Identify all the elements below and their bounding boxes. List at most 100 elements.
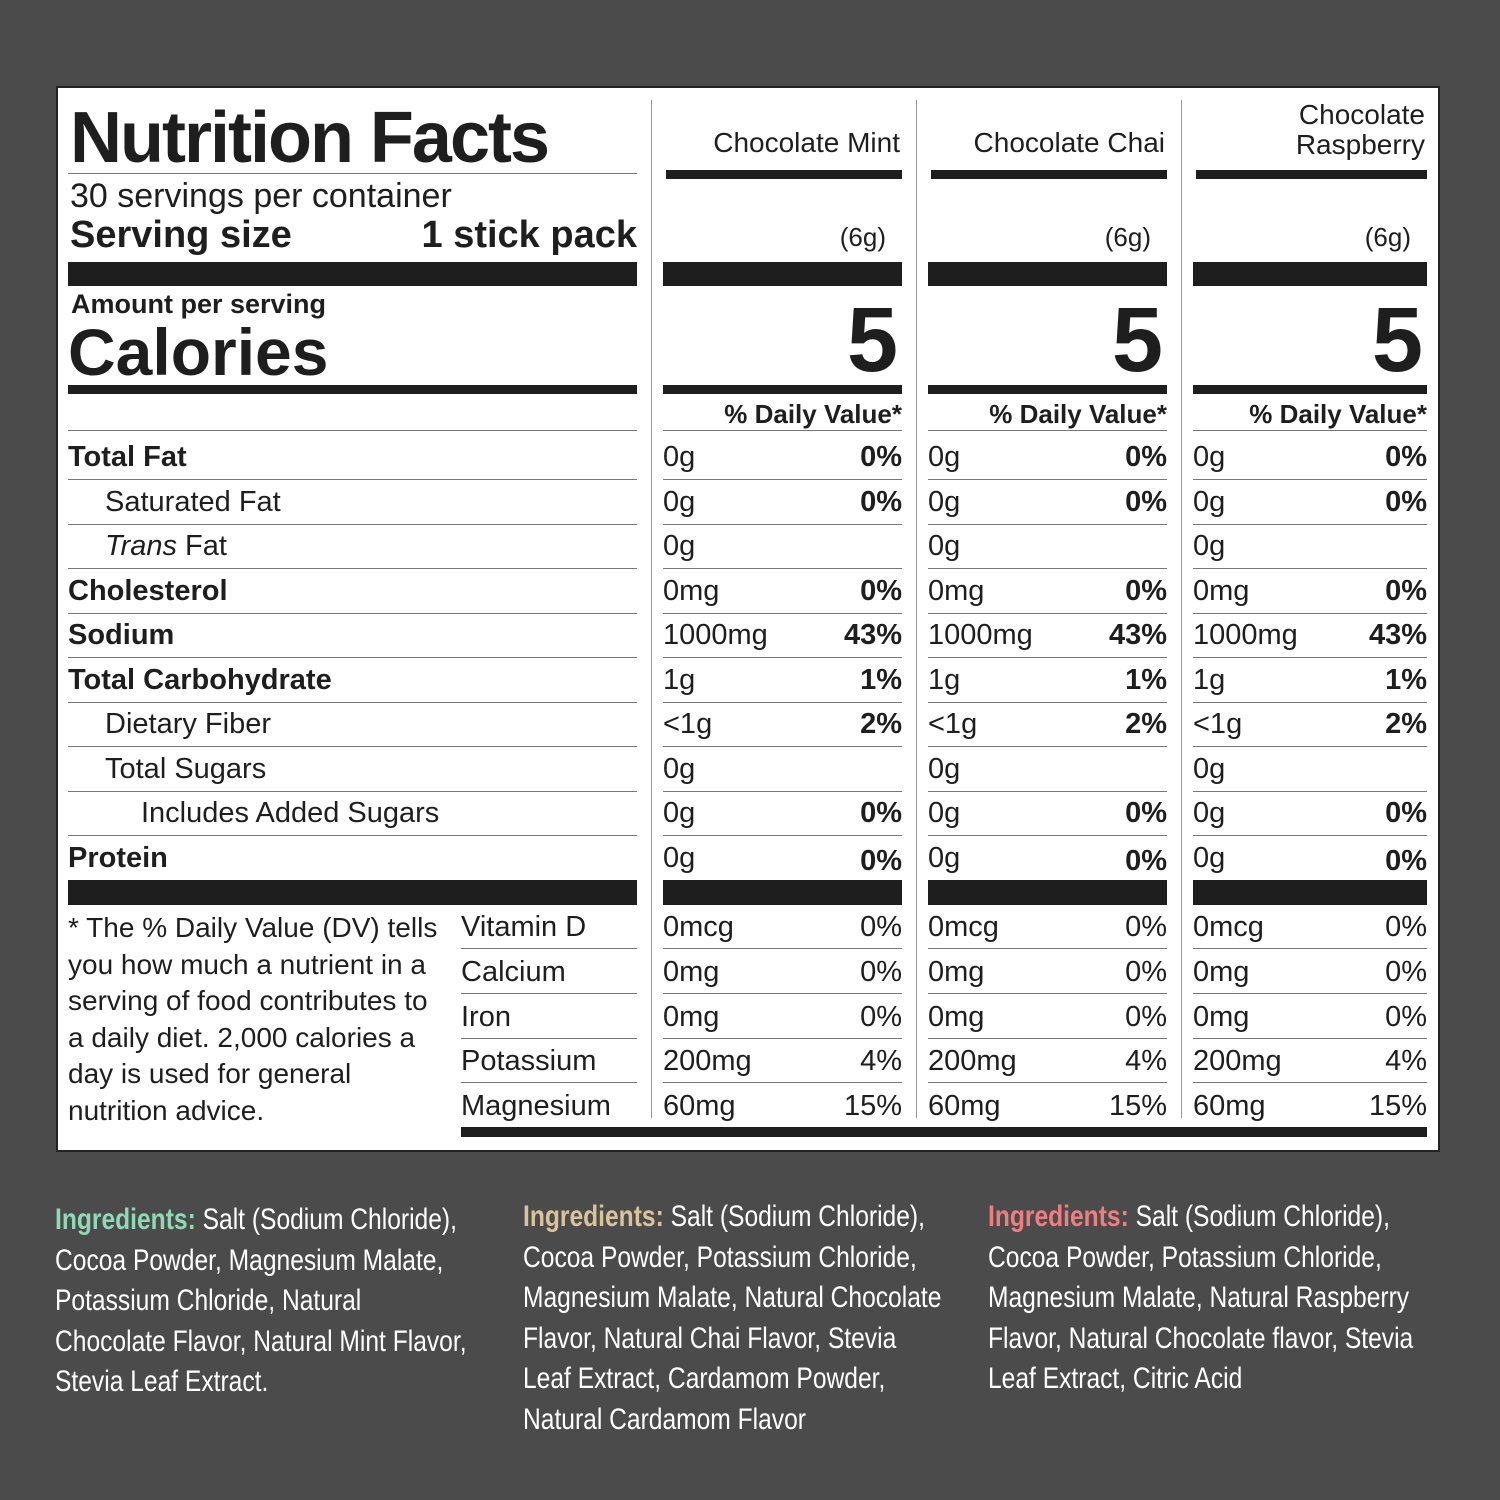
- row-divider: [1193, 701, 1427, 703]
- row-divider: [663, 746, 902, 747]
- nutrient-label: Total Sugars: [105, 752, 267, 785]
- nutrient-amount: 0mg: [928, 574, 985, 607]
- flavor-divider: [931, 170, 1167, 179]
- flavor-divider: [666, 170, 902, 179]
- row-divider: [928, 790, 1167, 792]
- daily-value-header: % Daily Value*: [724, 399, 902, 429]
- vitamin-amount: 0mg: [928, 1000, 985, 1033]
- row-divider: [663, 790, 902, 792]
- row-divider: [928, 1037, 1167, 1039]
- ingredients-text: Salt (Sodium Chloride), Cocoa Powder, Po…: [523, 1200, 942, 1436]
- vitamin-amount: 200mg: [663, 1045, 752, 1078]
- nutrient-daily-value: 1%: [1385, 663, 1427, 696]
- row-divider: [1193, 523, 1427, 525]
- vitamin-amount: 0mg: [663, 1000, 720, 1033]
- row-divider: [928, 568, 1167, 569]
- ingredients-label: Ingredients:: [55, 1203, 196, 1236]
- vitamin-amount: 0mcg: [663, 911, 734, 943]
- vitamin-label: Vitamin D: [461, 911, 587, 943]
- vitamin-daily-value: 0%: [1385, 955, 1427, 988]
- nutrient-label: Sodium: [68, 619, 175, 651]
- column-separator: [1181, 100, 1182, 1118]
- calories-value: 5: [1371, 289, 1423, 391]
- ingredients-block: Ingredients: Salt (Sodium Chloride), Coc…: [523, 1197, 949, 1440]
- nutrient-label: Trans Fat: [105, 529, 227, 563]
- serving-weight: (6g): [1104, 222, 1151, 252]
- nutrient-amount: 0g: [928, 841, 961, 874]
- calories-label: Calories: [68, 315, 329, 389]
- vitamin-daily-value: 0%: [860, 911, 902, 943]
- medium-divider: [928, 385, 1167, 394]
- medium-divider: [68, 385, 637, 394]
- nutrient-amount: 0g: [928, 441, 961, 473]
- nutrient-amount: 0g: [663, 530, 696, 562]
- nutrient-label: Cholesterol: [68, 574, 228, 607]
- row-divider: [1193, 1082, 1427, 1084]
- serving-size-label: Serving size: [70, 214, 292, 256]
- serving-weight: (6g): [1364, 222, 1411, 252]
- nutrient-amount: 0g: [1193, 485, 1226, 518]
- nutrient-amount: 0g: [663, 441, 696, 473]
- row-divider: [461, 948, 637, 949]
- row-divider: [68, 835, 637, 836]
- ingredients-block: Ingredients: Salt (Sodium Chloride), Coc…: [988, 1197, 1431, 1400]
- vitamin-label: Iron: [461, 1000, 511, 1033]
- nutrient-daily-value: 0%: [1385, 441, 1427, 473]
- amount-per-serving: Amount per serving: [71, 289, 327, 319]
- vitamin-amount: 200mg: [928, 1045, 1017, 1078]
- nutrient-amount: 0g: [1193, 841, 1226, 874]
- nutrient-daily-value: 0%: [1385, 574, 1427, 607]
- nutrient-amount: 1g: [1193, 663, 1226, 696]
- medium-divider: [663, 385, 902, 394]
- row-divider: [461, 1037, 637, 1039]
- divider: [928, 430, 1167, 431]
- row-divider: [663, 657, 902, 658]
- row-divider: [928, 657, 1167, 658]
- nutrient-label: Total Carbohydrate: [68, 663, 332, 696]
- ingredients-label: Ingredients:: [523, 1200, 664, 1233]
- nutrient-daily-value: 43%: [843, 619, 902, 651]
- row-divider: [1193, 948, 1427, 949]
- nutrient-amount: 0g: [663, 752, 696, 785]
- nutrient-amount: 0g: [928, 485, 961, 518]
- nutrient-label: Total Fat: [68, 441, 187, 473]
- vitamin-amount: 0mcg: [1193, 911, 1264, 943]
- nutrient-daily-value: 1%: [1125, 663, 1167, 696]
- nutrient-amount: <1g: [663, 708, 713, 740]
- row-divider: [68, 657, 637, 658]
- vitamin-daily-value: 15%: [1108, 1090, 1167, 1123]
- nutrient-amount: 0mg: [663, 574, 720, 607]
- row-divider: [1193, 835, 1427, 836]
- nutrient-daily-value: 0%: [1125, 574, 1167, 607]
- nutrient-daily-value: 0%: [1125, 441, 1167, 473]
- nutrient-daily-value: 1%: [860, 663, 902, 696]
- nutrient-amount: 0g: [1193, 752, 1226, 785]
- row-divider: [663, 835, 902, 836]
- thick-divider: [928, 262, 1167, 286]
- nutrient-daily-value: 2%: [860, 708, 902, 740]
- nutrient-amount: 1000mg: [1193, 619, 1298, 651]
- row-divider: [68, 746, 637, 747]
- row-divider: [663, 992, 902, 994]
- nutrient-amount: 0g: [928, 752, 961, 785]
- nutrient-daily-value: 0%: [1125, 844, 1167, 877]
- row-divider: [68, 701, 637, 703]
- thick-divider: [68, 262, 637, 286]
- vitamin-amount: 0mg: [663, 955, 720, 988]
- nutrient-label-italic: Trans: [105, 530, 177, 562]
- servings-per-container: 30 servings per container: [70, 177, 452, 215]
- ingredients-block: Ingredients: Salt (Sodium Chloride), Coc…: [55, 1200, 473, 1403]
- nutrient-amount: 1000mg: [928, 619, 1033, 651]
- daily-value-header: % Daily Value*: [1249, 399, 1427, 429]
- divider: [68, 173, 637, 174]
- nutrient-amount: 1g: [928, 663, 961, 696]
- nutrient-amount: 0g: [928, 530, 961, 562]
- calories-value: 5: [846, 289, 898, 391]
- calories-value: 5: [1111, 289, 1163, 391]
- row-divider: [1193, 1037, 1427, 1039]
- nutrient-daily-value: 0%: [1125, 485, 1167, 518]
- nutrient-amount: 0g: [1193, 441, 1226, 473]
- row-divider: [461, 992, 637, 994]
- serving-weight: (6g): [839, 222, 886, 252]
- row-divider: [1193, 992, 1427, 994]
